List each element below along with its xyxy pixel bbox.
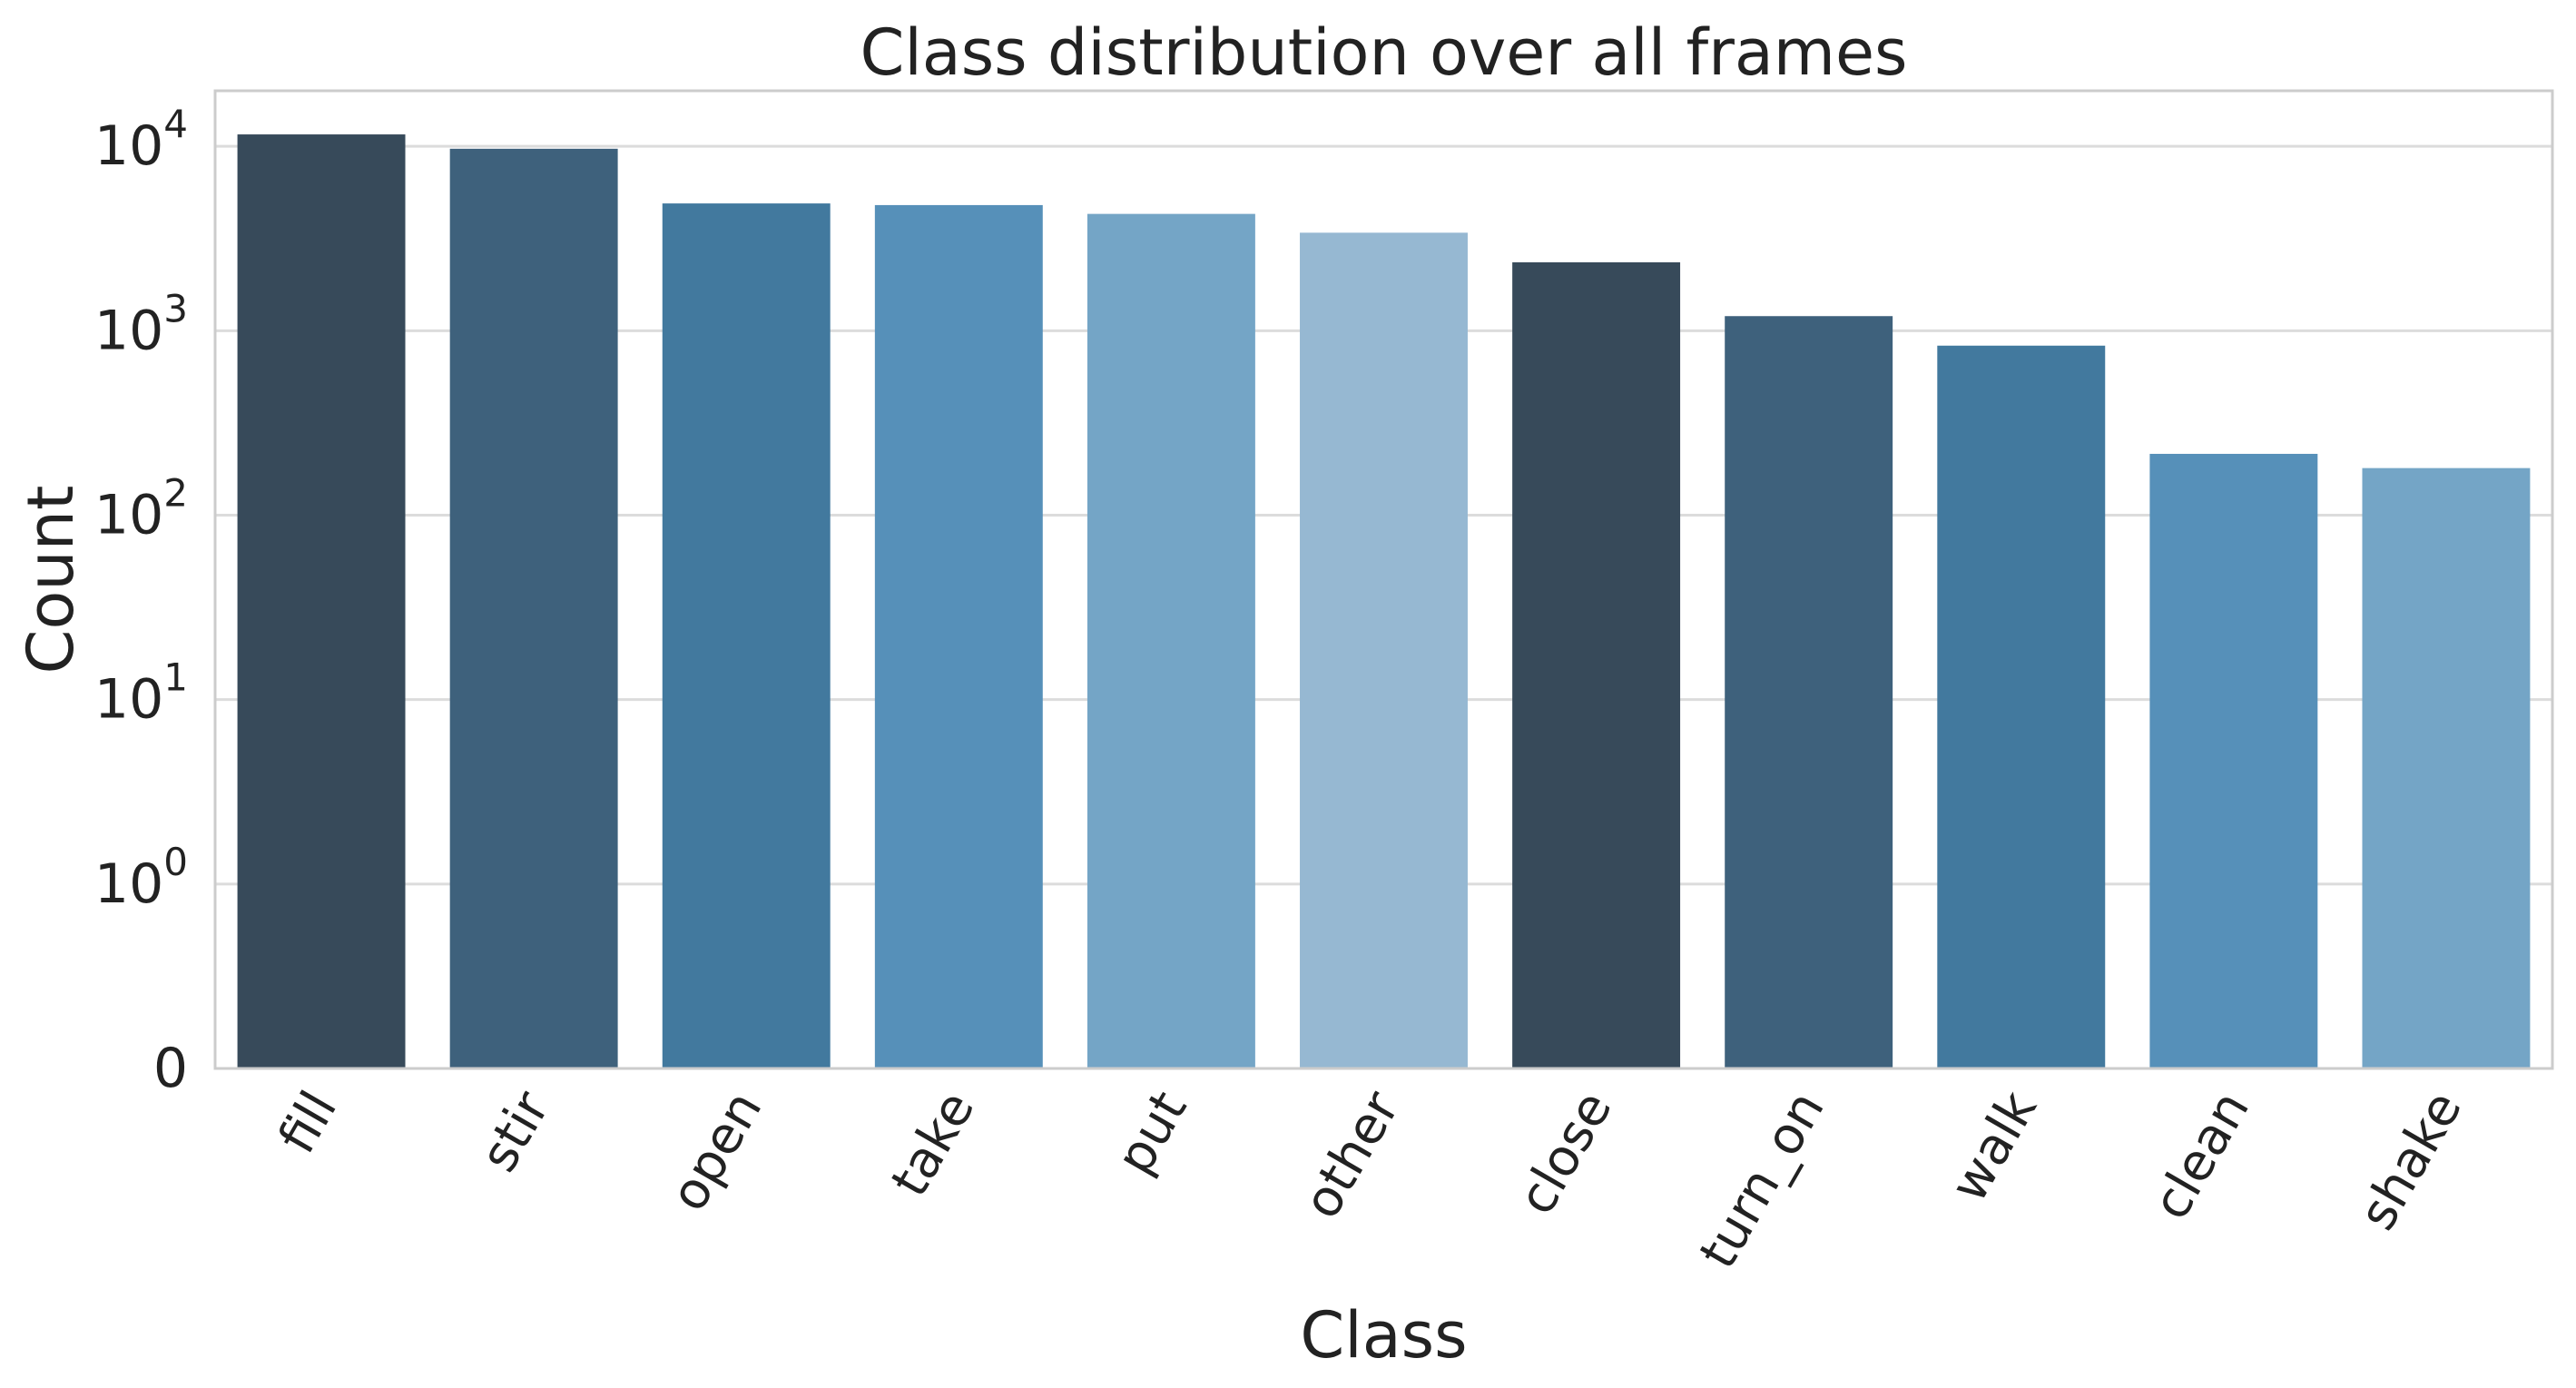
y-tick-label: 103: [94, 286, 188, 362]
y-tick-label: 104: [94, 102, 188, 178]
y-tick-label: 0: [153, 1037, 188, 1100]
bar-fill: [237, 134, 406, 1069]
bar-turn-on: [1725, 316, 1893, 1069]
bars: [237, 134, 2531, 1069]
y-tick-labels: 0 100 101 102 103 104: [94, 102, 188, 1100]
bar-walk: [1937, 345, 2106, 1068]
bar-other: [1300, 232, 1468, 1068]
chart-title: Class distribution over all frames: [860, 15, 1907, 90]
y-tick-label: 101: [94, 655, 188, 732]
bar-open: [662, 203, 831, 1069]
plot-frame: [213, 89, 2554, 1070]
bar-clean: [2149, 453, 2318, 1068]
bar-stir: [449, 148, 618, 1069]
x-axis-title: Class: [1300, 1298, 1467, 1373]
y-tick-label: 100: [94, 840, 188, 916]
y-tick-label: 102: [94, 470, 188, 546]
bar-close: [1512, 261, 1681, 1068]
bar-shake: [2362, 468, 2531, 1068]
bar-take: [874, 204, 1043, 1069]
bar-put: [1086, 213, 1255, 1068]
y-axis-title: Count: [14, 486, 88, 674]
